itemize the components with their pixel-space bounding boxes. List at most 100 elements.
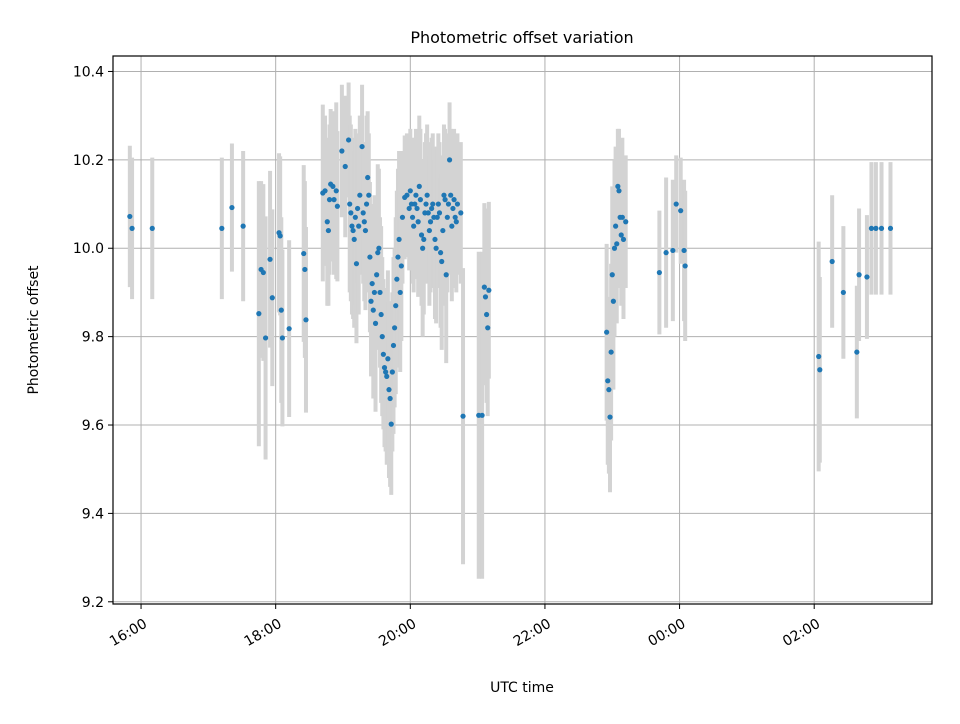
- data-point: [350, 227, 356, 234]
- data-point: [452, 214, 458, 220]
- data-point: [372, 320, 379, 326]
- data-point: [357, 192, 363, 198]
- data-point: [460, 413, 466, 419]
- data-point: [678, 208, 684, 214]
- data-point: [334, 203, 340, 209]
- data-point: [446, 157, 453, 163]
- data-point: [420, 245, 426, 251]
- data-point: [387, 395, 393, 402]
- data-point: [378, 311, 384, 318]
- data-point: [330, 183, 336, 189]
- data-point: [616, 188, 622, 194]
- data-point: [623, 219, 629, 225]
- data-point: [383, 369, 389, 375]
- data-point: [439, 258, 445, 265]
- data-point: [436, 210, 443, 216]
- data-point: [127, 213, 133, 220]
- data-point: [342, 163, 348, 170]
- data-point: [442, 197, 448, 203]
- data-point: [360, 210, 366, 216]
- y-tick-label: 9.8: [82, 330, 104, 346]
- data-point: [868, 225, 875, 231]
- data-point: [682, 263, 688, 269]
- data-point: [353, 261, 360, 267]
- data-point: [396, 236, 402, 243]
- data-point: [399, 214, 406, 220]
- data-point: [363, 201, 370, 207]
- data-point: [607, 414, 613, 420]
- data-point: [369, 280, 375, 287]
- data-point: [331, 197, 337, 203]
- data-point: [458, 210, 464, 216]
- x-axis-label: UTC time: [490, 680, 554, 696]
- y-tick-label: 9.6: [82, 418, 104, 434]
- data-point: [381, 364, 388, 371]
- data-point: [829, 258, 835, 265]
- data-point: [418, 232, 425, 238]
- data-point: [404, 192, 410, 198]
- data-point: [604, 329, 610, 335]
- data-point: [380, 351, 386, 357]
- data-point: [451, 197, 457, 203]
- data-point: [605, 378, 611, 384]
- data-point: [681, 247, 687, 254]
- data-point: [325, 227, 332, 234]
- data-point: [392, 325, 398, 331]
- y-tick-label: 9.4: [82, 506, 104, 522]
- data-point: [427, 219, 434, 225]
- data-point: [374, 272, 380, 278]
- y-tick-label: 10.2: [73, 153, 104, 169]
- data-point: [286, 326, 292, 332]
- data-point: [606, 387, 612, 393]
- data-point: [256, 311, 262, 317]
- data-point: [430, 201, 436, 207]
- data-point: [856, 272, 862, 278]
- data-point: [388, 421, 394, 427]
- data-point: [448, 192, 454, 198]
- data-point: [614, 241, 620, 247]
- data-point: [864, 274, 870, 280]
- data-point: [267, 256, 273, 262]
- data-point: [426, 227, 432, 234]
- data-point: [608, 349, 614, 355]
- data-point: [394, 276, 400, 282]
- data-point: [615, 183, 621, 189]
- data-point: [346, 137, 352, 143]
- data-point: [816, 353, 822, 360]
- data-point: [414, 205, 420, 212]
- data-point: [333, 188, 339, 194]
- data-point: [454, 201, 461, 207]
- data-point: [854, 349, 860, 355]
- data-point: [441, 192, 447, 198]
- data-point: [279, 335, 286, 341]
- data-point: [366, 192, 372, 198]
- data-point: [423, 201, 429, 207]
- data-point: [262, 335, 269, 341]
- data-point: [229, 204, 235, 211]
- data-point: [351, 236, 357, 243]
- data-point: [444, 214, 450, 220]
- data-point: [433, 245, 439, 251]
- data-point: [610, 298, 616, 304]
- data-point: [326, 197, 333, 203]
- data-point: [481, 284, 487, 290]
- data-point: [449, 223, 455, 229]
- data-point: [878, 225, 885, 231]
- data-point: [840, 289, 846, 296]
- data-point: [425, 210, 431, 216]
- data-point: [375, 250, 381, 256]
- data-point: [322, 188, 328, 194]
- data-point: [370, 307, 376, 313]
- data-point: [417, 197, 424, 203]
- data-point: [412, 201, 418, 207]
- data-point: [352, 214, 358, 220]
- data-point: [371, 289, 378, 296]
- data-point: [377, 289, 383, 296]
- data-point: [611, 245, 618, 251]
- data-point: [483, 311, 490, 318]
- data-point: [434, 214, 440, 220]
- y-tick-label: 10.0: [73, 241, 104, 257]
- data-point: [670, 247, 676, 254]
- data-point: [303, 317, 309, 323]
- data-point: [435, 201, 441, 207]
